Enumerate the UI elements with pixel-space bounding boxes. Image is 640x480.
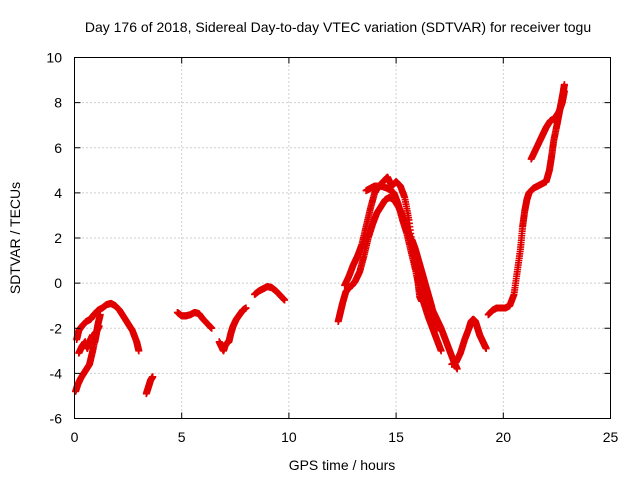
series-arc-7: [215, 304, 250, 355]
y-tick-label: 10: [46, 50, 62, 66]
series-arc-9: [251, 283, 289, 304]
x-tick-label: 0: [71, 429, 79, 445]
series-arc-21-23: [527, 87, 568, 163]
y-tick-label: 8: [54, 95, 62, 111]
data-point: [482, 345, 490, 353]
y-tick-label: -2: [50, 320, 63, 336]
chart-title: Day 176 of 2018, Sidereal Day-to-day VTE…: [85, 19, 591, 35]
series-arc-3-5: [142, 373, 157, 398]
series-arc-17-19: [448, 315, 490, 368]
y-tick-label: 4: [54, 185, 62, 201]
data-point: [135, 347, 143, 355]
x-tick-label: 20: [496, 429, 512, 445]
data-point: [560, 87, 568, 95]
x-axis-label: GPS time / hours: [289, 457, 396, 473]
data-point: [242, 304, 250, 312]
x-tick-label: 10: [281, 429, 297, 445]
data-point: [437, 347, 445, 355]
y-tick-label: 6: [54, 140, 62, 156]
y-tick-label: 2: [54, 230, 62, 246]
series-arc-14-17-c: [362, 182, 445, 355]
y-tick-labels: -6 -4 -2 0 2 4 6 8 10: [46, 50, 62, 427]
series-arc-early-c: [75, 322, 103, 357]
axis-ticks: [74, 57, 611, 419]
series-arc-early-b: [73, 299, 143, 355]
x-tick-label: 15: [388, 429, 404, 445]
data-point: [95, 322, 103, 330]
data-point: [281, 296, 289, 304]
data-point: [149, 373, 157, 381]
data-point: [208, 324, 216, 332]
y-tick-label: -4: [50, 365, 63, 381]
x-tick-label: 25: [603, 429, 619, 445]
y-tick-label: 0: [54, 275, 62, 291]
x-tick-labels: 0 5 10 15 20 25: [71, 429, 619, 445]
x-tick-label: 5: [178, 429, 186, 445]
grid: [74, 57, 611, 419]
y-tick-label: -6: [50, 411, 63, 427]
data-point: [453, 365, 461, 373]
y-axis-label: SDTVAR / TECUs: [7, 182, 23, 294]
series-arc-15-17-d: [405, 234, 442, 332]
data-point: [560, 81, 568, 89]
data-points: [72, 81, 568, 398]
series-arc-5-6: [173, 308, 216, 332]
data-point: [434, 324, 442, 332]
